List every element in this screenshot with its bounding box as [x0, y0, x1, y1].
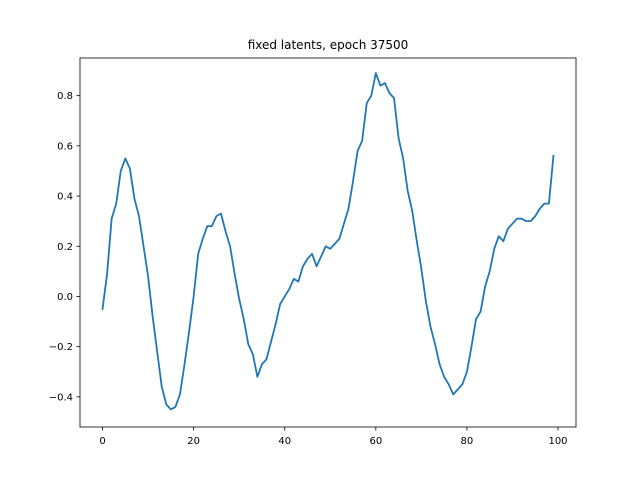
x-tick-label: 40 [278, 436, 291, 447]
chart-title: fixed latents, epoch 37500 [248, 38, 409, 52]
x-tick-label: 80 [461, 436, 474, 447]
series-line [101, 72, 555, 411]
x-tick-label: 0 [99, 436, 105, 447]
y-tick-label: 0.8 [57, 91, 73, 102]
y-axis: −0.4 −0.2 0.0 0.2 0.4 0.6 0.8 [49, 91, 80, 403]
x-tick-label: 60 [369, 436, 382, 447]
x-tick-label: 100 [548, 436, 567, 447]
y-tick-label: 0.0 [57, 292, 73, 303]
y-tick-label: −0.2 [49, 342, 73, 353]
axes-frame [79, 57, 577, 428]
y-tick-label: 0.6 [57, 141, 73, 152]
y-tick-label: 0.4 [57, 192, 73, 203]
plot-area: 0 20 40 60 80 100 −0.4 −0.2 0.0 0.2 0.4 0.6 0.8 [49, 57, 577, 447]
x-axis: 0 20 40 60 80 100 [99, 427, 568, 447]
y-tick-label: 0.2 [57, 242, 73, 253]
y-tick-label: −0.4 [49, 392, 73, 403]
x-tick-label: 20 [187, 436, 200, 447]
